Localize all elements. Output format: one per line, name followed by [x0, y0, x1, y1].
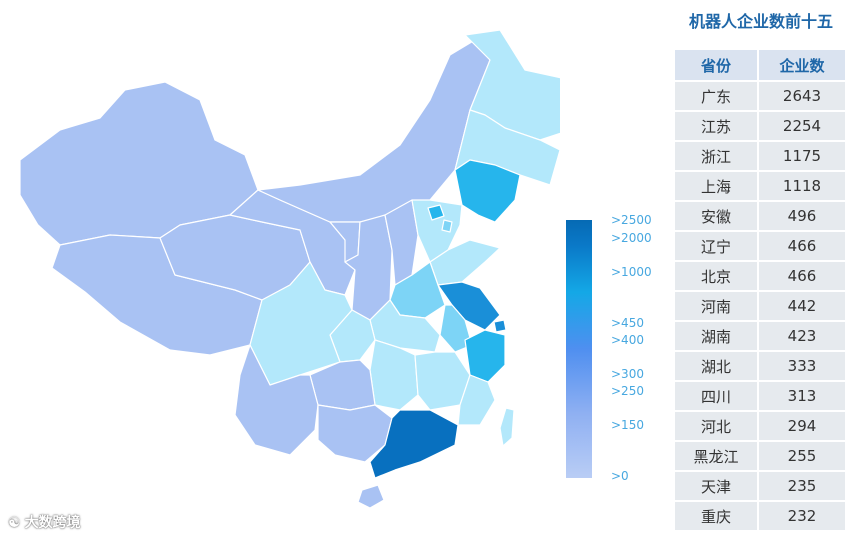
province-cell: 河南 — [673, 290, 759, 322]
province-cell: 浙江 — [673, 140, 759, 172]
map-region-zhejiang[interactable] — [464, 329, 506, 383]
province-cell: 广东 — [673, 80, 759, 112]
table-row: 上海 1118 — [673, 170, 847, 202]
panel-title: 机器人企业数前十五 — [688, 12, 833, 31]
count-cell: 423 — [757, 320, 847, 352]
count-cell: 2643 — [757, 80, 847, 112]
province-cell: 河北 — [673, 410, 759, 442]
map-region-liaoning[interactable] — [454, 159, 521, 223]
legend-label: >0 — [611, 469, 629, 483]
ranking-table: 省份 企业数 广东 2643 江苏 2254 浙江 1175 上海 1118 安徽 496… — [673, 48, 847, 532]
legend-label: >2500 — [611, 213, 652, 227]
province-cell: 安徽 — [673, 200, 759, 232]
count-cell: 466 — [757, 260, 847, 292]
table-row: 四川 313 — [673, 380, 847, 412]
table-header-province: 省份 — [673, 48, 759, 82]
province-cell: 四川 — [673, 380, 759, 412]
count-cell: 1118 — [757, 170, 847, 202]
map-region-taiwan[interactable] — [499, 407, 515, 447]
table-row: 江苏 2254 — [673, 110, 847, 142]
map-region-shanghai[interactable] — [493, 319, 507, 333]
watermark: ☯ 大数跨境 — [8, 512, 81, 532]
count-cell: 333 — [757, 350, 847, 382]
map-region-hainan[interactable] — [357, 484, 385, 509]
count-cell: 232 — [757, 500, 847, 532]
count-cell: 442 — [757, 290, 847, 322]
legend-label: >450 — [611, 316, 644, 330]
map-region-tianjin[interactable] — [441, 219, 453, 233]
map-region-guangdong[interactable] — [369, 409, 459, 479]
map-region-inner-mongolia[interactable] — [257, 39, 491, 223]
table-row: 安徽 496 — [673, 200, 847, 232]
table-row: 河南 442 — [673, 290, 847, 322]
count-cell: 313 — [757, 380, 847, 412]
province-cell: 湖北 — [673, 350, 759, 382]
table-row: 湖南 423 — [673, 320, 847, 352]
legend-label: >300 — [611, 367, 644, 381]
legend-label: >1000 — [611, 265, 652, 279]
province-cell: 重庆 — [673, 500, 759, 532]
table-header-count: 企业数 — [757, 48, 847, 82]
province-cell: 天津 — [673, 470, 759, 502]
table-row: 河北 294 — [673, 410, 847, 442]
legend-label: >150 — [611, 418, 644, 432]
province-cell: 北京 — [673, 260, 759, 292]
map-region-hebei[interactable] — [411, 199, 463, 263]
table-row: 辽宁 466 — [673, 230, 847, 262]
province-cell: 江苏 — [673, 110, 759, 142]
map-region-yunnan[interactable] — [234, 344, 319, 456]
china-province-map — [19, 29, 560, 509]
province-cell: 黑龙江 — [673, 440, 759, 472]
province-cell: 湖南 — [673, 320, 759, 352]
count-cell: 255 — [757, 440, 847, 472]
table-row: 天津 235 — [673, 470, 847, 502]
watermark-text: 大数跨境 — [24, 515, 81, 531]
legend-color-bar — [566, 220, 592, 478]
table-row: 重庆 232 — [673, 500, 847, 532]
watermark-logo-icon: ☯ — [8, 515, 21, 531]
province-cell: 辽宁 — [673, 230, 759, 262]
table-row: 浙江 1175 — [673, 140, 847, 172]
table-row: 北京 466 — [673, 260, 847, 292]
province-cell: 上海 — [673, 170, 759, 202]
legend-label: >250 — [611, 384, 644, 398]
count-cell: 294 — [757, 410, 847, 442]
table-row: 广东 2643 — [673, 80, 847, 112]
count-cell: 1175 — [757, 140, 847, 172]
table-row: 黑龙江 255 — [673, 440, 847, 472]
table-row: 湖北 333 — [673, 350, 847, 382]
count-cell: 496 — [757, 200, 847, 232]
map-region-beijing[interactable] — [427, 204, 445, 221]
count-cell: 466 — [757, 230, 847, 262]
count-cell: 235 — [757, 470, 847, 502]
map-region-hunan[interactable] — [369, 339, 419, 411]
legend-label: >2000 — [611, 231, 652, 245]
legend-label: >400 — [611, 333, 644, 347]
count-cell: 2254 — [757, 110, 847, 142]
